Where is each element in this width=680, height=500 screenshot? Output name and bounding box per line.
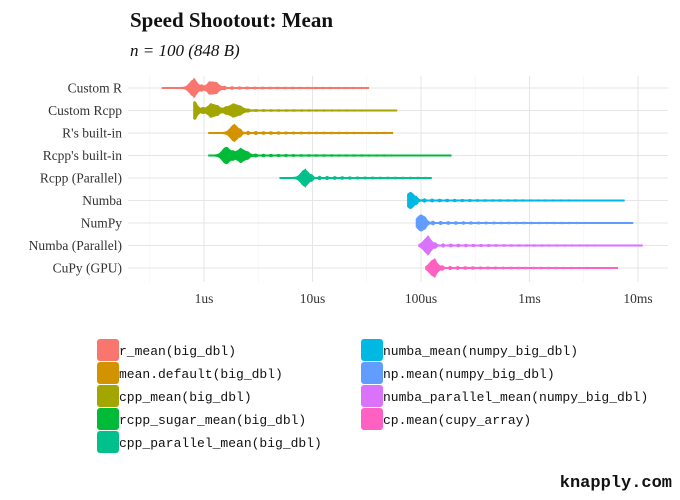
legend: r_mean(big_dbl) mean.default(big_dbl) cpp_… bbox=[97, 339, 648, 453]
y-tick-label: R's built-in bbox=[62, 126, 122, 141]
legend-swatch bbox=[361, 339, 383, 361]
x-tick-label: 10ms bbox=[623, 291, 652, 306]
x-tick-label: 1us bbox=[195, 291, 214, 306]
y-tick-label: Numba (Parallel) bbox=[29, 238, 122, 253]
y-tick-label: Rcpp (Parallel) bbox=[40, 171, 122, 186]
y-tick-label: NumPy bbox=[81, 216, 123, 231]
legend-swatch bbox=[97, 339, 119, 361]
legend-label: numba_mean(numpy_big_dbl) bbox=[383, 344, 578, 359]
violin-cpp_parallel_mean(big_dbl) bbox=[279, 168, 432, 188]
legend-swatch bbox=[97, 408, 119, 430]
violin-mean.default(big_dbl) bbox=[208, 123, 394, 143]
legend-swatch bbox=[361, 385, 383, 407]
y-tick-label: Custom R bbox=[68, 81, 122, 96]
legend-label: cpp_mean(big_dbl) bbox=[119, 390, 252, 405]
y-tick-label: CuPy (GPU) bbox=[53, 261, 122, 276]
x-tick-label: 100us bbox=[405, 291, 437, 306]
violins bbox=[161, 77, 643, 278]
violin-rcpp_sugar_mean(big_dbl) bbox=[208, 146, 452, 165]
legend-label: numba_parallel_mean(numpy_big_dbl) bbox=[383, 390, 648, 405]
y-tick-labels: Custom R Custom Rcpp R's built-in Rcpp's bu… bbox=[29, 81, 123, 276]
legend-swatch bbox=[97, 385, 119, 407]
x-tick-label: 1ms bbox=[518, 291, 541, 306]
y-tick-label: Numba bbox=[82, 193, 122, 208]
x-tick-labels: 1us 10us 100us 1ms 10ms bbox=[195, 291, 653, 306]
violin-numba_parallel_mean(numpy_big_dbl) bbox=[418, 235, 643, 256]
violin-cpp_mean(big_dbl) bbox=[193, 101, 398, 120]
y-tick-label: Rcpp's built-in bbox=[43, 148, 123, 163]
violin-r_mean(big_dbl) bbox=[161, 77, 370, 99]
caption: knapply.com bbox=[560, 474, 672, 493]
legend-label: np.mean(numpy_big_dbl) bbox=[383, 367, 555, 382]
legend-swatch bbox=[97, 431, 119, 453]
chart-subtitle: n = 100 (848 B) bbox=[130, 41, 240, 60]
legend-swatch bbox=[97, 362, 119, 384]
legend-swatch bbox=[361, 362, 383, 384]
violin-np.mean(numpy_big_dbl) bbox=[415, 214, 634, 232]
legend-label: mean.default(big_dbl) bbox=[119, 367, 283, 382]
chart-title: Speed Shootout: Mean bbox=[130, 8, 333, 32]
legend-label: rcpp_sugar_mean(big_dbl) bbox=[119, 413, 306, 428]
y-tick-label: Custom Rcpp bbox=[48, 103, 122, 118]
legend-label: cp.mean(cupy_array) bbox=[383, 413, 531, 428]
x-tick-label: 10us bbox=[300, 291, 326, 306]
legend-label: cpp_parallel_mean(big_dbl) bbox=[119, 436, 322, 451]
legend-label: r_mean(big_dbl) bbox=[119, 344, 236, 359]
violin-numba_mean(numpy_big_dbl) bbox=[407, 191, 625, 210]
legend-swatch bbox=[361, 408, 383, 430]
violin-cp.mean(cupy_array) bbox=[425, 258, 618, 278]
